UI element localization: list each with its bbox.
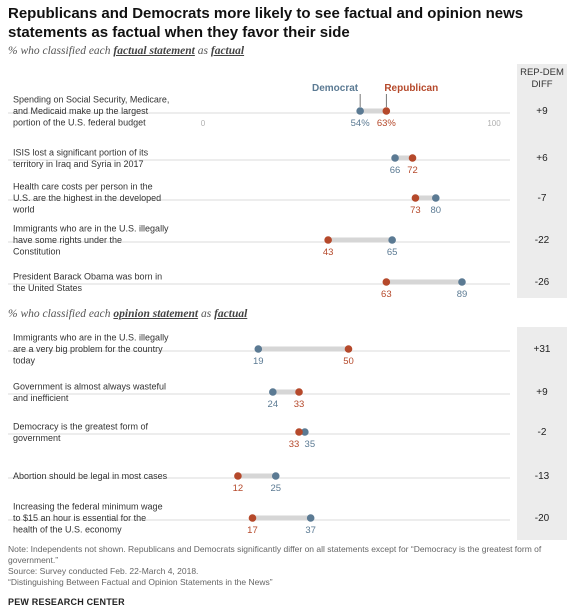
democrat-dot (307, 514, 315, 522)
republican-value-label: 17 (247, 525, 258, 536)
diff-value: -22 (535, 235, 550, 246)
republican-value-label: 72 (407, 165, 418, 176)
republican-dot (295, 388, 303, 396)
statement-label: today (13, 356, 36, 366)
legend-democrat: Democrat (312, 83, 359, 94)
diff-value: -13 (535, 471, 550, 482)
republican-value-label: 50 (343, 356, 354, 367)
statement-label: President Barack Obama was born in (13, 271, 162, 281)
footer-source: Source: Survey conducted Feb. 22-March 4… (8, 566, 568, 577)
democrat-dot (269, 388, 277, 396)
democrat-value-label: 25 (270, 483, 281, 494)
diff-value: -26 (535, 277, 550, 288)
democrat-dot (391, 154, 399, 162)
statement-label: Constitution (13, 247, 61, 257)
statement-label: and Medicaid make up the largest (13, 106, 149, 116)
republican-value-label: 33 (289, 439, 300, 450)
footer-notes: Note: Independents not shown. Republican… (8, 544, 568, 588)
democrat-value-label: 89 (457, 289, 468, 300)
republican-dot (383, 278, 391, 286)
democrat-value-label: 65 (387, 247, 398, 258)
diff-value: +31 (534, 344, 551, 355)
statement-label: Abortion should be legal in most cases (13, 471, 168, 481)
republican-value-label: 33 (294, 399, 305, 410)
legend-republican: Republican (384, 83, 438, 94)
republican-dot (383, 107, 391, 115)
axis-tick-label: 100 (487, 119, 501, 128)
diff-value: -7 (538, 193, 547, 204)
republican-dot (234, 472, 242, 480)
statement-label: Immigrants who are in the U.S. illegally (13, 333, 169, 343)
democrat-dot (432, 194, 440, 202)
democrat-dot (388, 236, 396, 244)
democrat-value-label: 80 (431, 205, 442, 216)
statement-label: portion of the U.S. federal budget (13, 118, 146, 128)
statement-label: territory in Iraq and Syria in 2017 (13, 159, 144, 169)
statement-label: government (13, 433, 61, 443)
republican-value-label: 73 (410, 205, 421, 216)
diff-value: -20 (535, 513, 550, 524)
axis-tick-label: 0 (201, 119, 206, 128)
statement-label: have some rights under the (13, 235, 122, 245)
republican-dot (249, 514, 257, 522)
democrat-dot (458, 278, 466, 286)
statement-label: and inefficient (13, 393, 69, 403)
republican-value-label: 63 (381, 289, 392, 300)
diff-value: +9 (536, 106, 548, 117)
diff-value: +9 (536, 387, 548, 398)
statement-label: the United States (13, 283, 83, 293)
footer-report-title: “Distinguishing Between Factual and Opin… (8, 577, 568, 588)
democrat-dot (254, 345, 262, 353)
statement-label: health of the U.S. economy (13, 525, 122, 535)
republican-dot (295, 428, 303, 436)
republican-dot (409, 154, 417, 162)
statement-label: world (12, 205, 35, 215)
statement-label: Government is almost always wasteful (13, 381, 166, 391)
democrat-dot (272, 472, 280, 480)
republican-value-label: 12 (233, 483, 244, 494)
statement-label: Health care costs per person in the (13, 182, 153, 192)
organization-credit: PEW RESEARCH CENTER (8, 597, 125, 607)
democrat-value-label: 35 (305, 439, 316, 450)
democrat-value-label: 37 (305, 525, 316, 536)
footer-note: Note: Independents not shown. Republican… (8, 544, 568, 566)
statement-label: Democracy is the greatest form of (13, 421, 149, 431)
democrat-value-label: 54% (351, 118, 371, 129)
democrat-value-label: 66 (390, 165, 401, 176)
statement-label: to $15 an hour is essential for the (13, 513, 146, 523)
statement-label: Spending on Social Security, Medicare, (13, 95, 169, 105)
republican-value-label: 43 (323, 247, 334, 258)
statement-label: ISIS lost a significant portion of its (13, 147, 149, 157)
statement-label: U.S. are the highest in the developed (13, 193, 161, 203)
statement-label: Immigrants who are in the U.S. illegally (13, 224, 169, 234)
republican-dot (345, 345, 353, 353)
democrat-value-label: 24 (268, 399, 279, 410)
statement-label: Increasing the federal minimum wage (13, 502, 163, 512)
democrat-value-label: 19 (253, 356, 264, 367)
democrat-dot (356, 107, 364, 115)
diff-value: +6 (536, 153, 548, 164)
republican-dot (324, 236, 332, 244)
republican-value-label: 63% (377, 118, 397, 129)
statement-label: are a very big problem for the country (13, 344, 163, 354)
diff-value: -2 (538, 427, 547, 438)
republican-dot (412, 194, 420, 202)
